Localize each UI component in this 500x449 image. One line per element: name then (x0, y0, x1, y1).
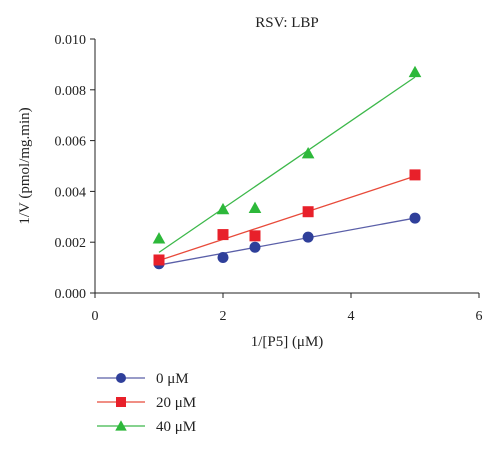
data-point-series-0 (249, 241, 261, 253)
y-tick-label: 0.006 (55, 135, 87, 150)
data-point-series-2 (248, 201, 262, 213)
x-tick-label: 0 (92, 309, 99, 324)
legend-label: 20 μM (156, 395, 196, 411)
y-tick-label: 0.002 (55, 236, 87, 251)
data-point-series-1 (153, 254, 165, 266)
data-point-series-2 (408, 65, 422, 78)
chart-title: RSV: LBP (255, 15, 319, 31)
data-point-series-0 (217, 251, 229, 263)
y-tick-label: 0.008 (55, 84, 87, 99)
fit-line-series-2 (158, 76, 416, 253)
legend-label: 40 μM (156, 419, 196, 435)
legend-marker (116, 397, 126, 407)
x-tick-label: 2 (220, 309, 227, 324)
legend-marker (115, 420, 127, 431)
data-point-series-2 (152, 232, 166, 244)
y-axis-title: 1/V (pmol/mg.min) (17, 107, 33, 224)
fit-line-series-0 (158, 217, 416, 266)
legend: 0 μM 20 μM 40 μM (97, 371, 196, 435)
data-point-series-1 (217, 229, 229, 241)
x-tick-label: 4 (348, 309, 355, 324)
data-point-series-0 (302, 231, 314, 243)
data-point-series-1 (409, 169, 421, 181)
fit-line-series-1 (158, 175, 416, 262)
data-point-series-0 (409, 212, 421, 224)
data-point-series-1 (249, 230, 261, 242)
data-point-series-1 (302, 206, 314, 218)
legend-marker (116, 373, 126, 383)
plot-area: 0.000 0.002 0.004 0.006 0.008 0.010 0 2 4 6 (55, 33, 483, 324)
data-point-series-2 (301, 146, 315, 159)
x-axis-title: 1/[P5] (μM) (251, 334, 324, 350)
legend-label: 0 μM (156, 371, 189, 387)
data-point-series-2 (216, 202, 230, 215)
y-tick-label: 0.004 (55, 185, 87, 200)
y-tick-label: 0.010 (55, 33, 87, 48)
y-tick-label: 0.000 (55, 287, 87, 302)
x-tick-label: 6 (476, 309, 483, 324)
